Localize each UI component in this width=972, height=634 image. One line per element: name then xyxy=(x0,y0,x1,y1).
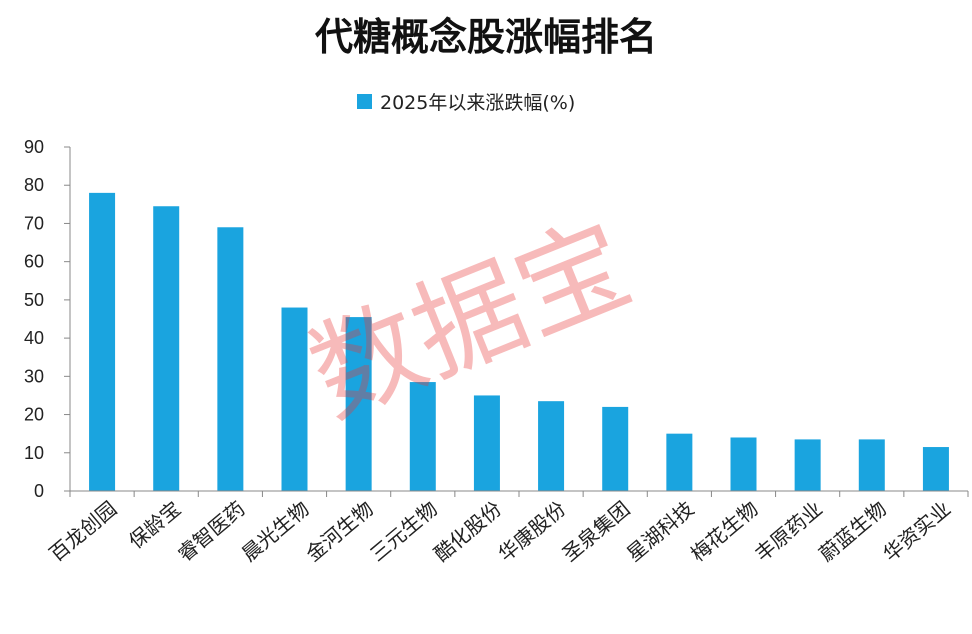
x-tick-label: 华康股份 xyxy=(494,496,571,566)
y-tick-label: 90 xyxy=(24,137,44,157)
bar xyxy=(345,317,372,491)
bar xyxy=(666,433,693,491)
x-tick-label: 金河生物 xyxy=(301,496,378,566)
bar xyxy=(602,406,629,491)
bar xyxy=(89,192,116,491)
legend-swatch xyxy=(357,94,372,109)
x-tick-label: 晨光生物 xyxy=(237,496,314,566)
y-tick-label: 40 xyxy=(24,328,44,348)
y-axis: 0 10 20 30 40 50 60 70 80 90 xyxy=(24,137,71,501)
chart-title: 代糖概念股涨幅排名 xyxy=(315,15,657,59)
x-tick-label: 华资实业 xyxy=(878,496,955,566)
watermark: 数据宝 xyxy=(293,199,647,441)
watermark-text: 数据宝 xyxy=(293,199,647,441)
x-tick-label: 梅花生物 xyxy=(686,496,763,566)
bar xyxy=(730,437,757,491)
x-tick-label: 睿智医药 xyxy=(173,496,250,566)
bar xyxy=(153,206,180,491)
y-tick-label: 20 xyxy=(24,405,44,425)
legend-label: 2025年以来涨跌幅(%) xyxy=(380,92,575,114)
y-tick-label: 0 xyxy=(34,481,44,501)
y-tick-label: 50 xyxy=(24,290,44,310)
bar xyxy=(281,307,308,491)
y-tick-label: 70 xyxy=(24,213,44,233)
bar xyxy=(538,401,565,491)
bar xyxy=(217,227,244,491)
x-tick-label: 三元生物 xyxy=(365,496,442,566)
bar xyxy=(922,447,949,491)
x-tick-label: 星湖科技 xyxy=(622,496,699,566)
x-tick-label: 酷化股份 xyxy=(429,496,506,566)
y-tick-label: 30 xyxy=(24,366,44,386)
bar xyxy=(858,439,885,491)
x-tick-label: 百龙创园 xyxy=(45,496,122,566)
y-tick-label: 10 xyxy=(24,443,44,463)
x-axis: 百龙创园 保龄宝睿智医药晨光生物金河生物三元生物酷化股份华康股份圣泉集团星湖科技梅… xyxy=(45,490,969,566)
bar xyxy=(409,382,436,491)
y-tick-label: 80 xyxy=(24,175,44,195)
bar xyxy=(794,439,821,491)
x-tick-label: 圣泉集团 xyxy=(558,496,635,566)
x-tick-label: 蔚蓝生物 xyxy=(814,496,891,566)
legend: 2025年以来涨跌幅(%) xyxy=(357,92,575,114)
bar xyxy=(473,395,500,491)
x-tick-label: 丰原药业 xyxy=(750,496,827,566)
y-tick-label: 60 xyxy=(24,252,44,272)
bars xyxy=(89,192,949,491)
